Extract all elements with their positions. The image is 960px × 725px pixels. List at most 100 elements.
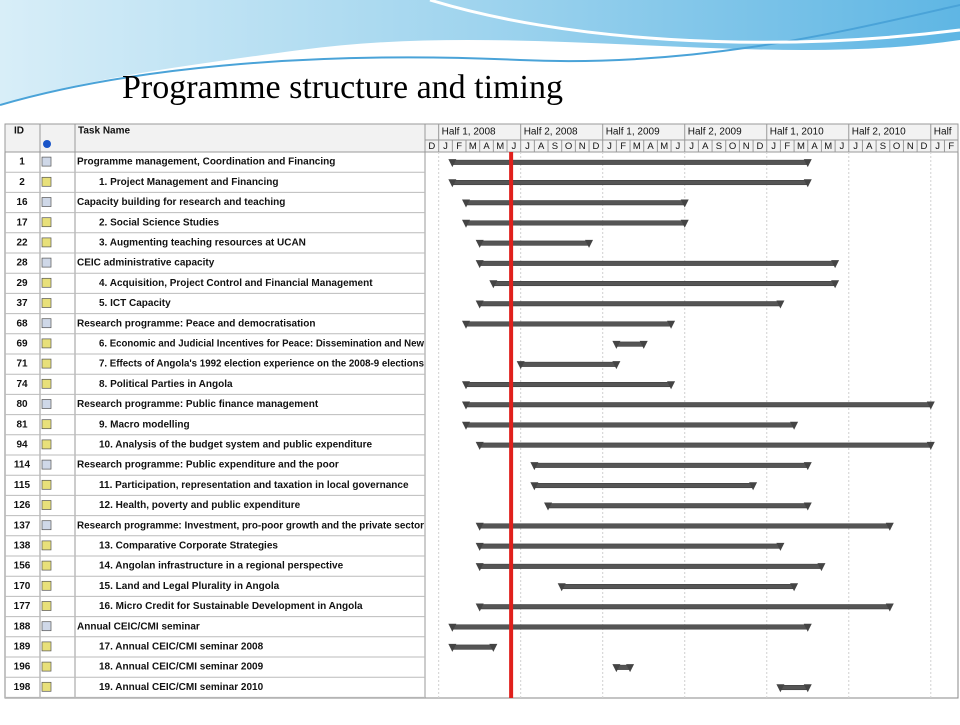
task-icon [41, 338, 52, 349]
task-bar [479, 240, 590, 246]
bar-end [749, 482, 758, 491]
bar-end [612, 340, 621, 349]
bar-end [448, 179, 457, 188]
task-id: 170 [14, 581, 31, 592]
task-bar [479, 442, 932, 448]
task-bar [520, 361, 617, 367]
bar-end [626, 664, 635, 673]
task-id: 94 [16, 440, 28, 451]
task-name: CEIC administrative capacity [77, 258, 215, 269]
bar-end [475, 542, 484, 551]
task-bar [616, 341, 644, 347]
task-bar [493, 281, 836, 287]
month-label: O [893, 141, 900, 152]
bar-end [544, 502, 553, 511]
bar-end [612, 664, 621, 673]
month-label: M [660, 141, 668, 152]
task-bar [479, 543, 781, 549]
bar-end [667, 381, 676, 390]
task-bar [534, 462, 809, 468]
task-id: 114 [14, 460, 31, 471]
bar-end [803, 159, 812, 168]
bar-end [530, 462, 539, 471]
task-bar [452, 644, 494, 650]
bar-end [817, 563, 826, 572]
task-name: 15. Land and Legal Plurality in Angola [99, 581, 280, 592]
task-icon [41, 439, 52, 450]
task-name: Research programme: Public finance manag… [77, 399, 319, 410]
task-name: 16. Micro Credit for Sustainable Develop… [99, 601, 363, 612]
task-icon [41, 560, 52, 571]
info-icon [43, 140, 51, 148]
task-id: 126 [14, 500, 31, 511]
month-label: D [428, 141, 435, 152]
month-label: D [921, 141, 928, 152]
task-bar [561, 584, 795, 590]
task-name: 19. Annual CEIC/CMI seminar 2010 [99, 682, 264, 693]
task-bar [465, 321, 672, 327]
task-icon [41, 176, 52, 187]
bar-end [462, 199, 471, 208]
task-icon [41, 197, 52, 207]
task-icon [41, 257, 52, 268]
task-name: Research programme: Investment, pro-poor… [77, 520, 424, 531]
bar-end [516, 361, 525, 370]
header-wave [0, 0, 960, 105]
month-label: J [443, 141, 448, 152]
table-header [4, 123, 426, 153]
month-label: M [797, 141, 805, 152]
task-bar [479, 563, 822, 569]
month-label: J [525, 141, 530, 152]
task-name: 3. Augmenting teaching resources at UCAN [99, 238, 306, 249]
month-label: M [633, 141, 641, 152]
month-label: D [756, 141, 763, 152]
task-bar [465, 402, 932, 408]
task-name: Programme management, Coordination and F… [77, 157, 335, 168]
month-label: J [511, 141, 516, 152]
bar-end [680, 199, 689, 208]
task-id: 137 [14, 520, 31, 531]
task-name: 1. Project Management and Financing [99, 177, 278, 188]
half-label: Half 1, 2009 [606, 127, 660, 138]
task-name: 7. Effects of Angola's 1992 election exp… [99, 359, 424, 370]
month-label: J [840, 141, 845, 152]
task-bar [452, 624, 809, 630]
month-label: N [743, 141, 750, 152]
task-name: 6. Economic and Judicial Incentives for … [99, 339, 424, 350]
task-bar [465, 382, 672, 388]
month-label: F [784, 141, 790, 152]
task-icon [41, 641, 52, 652]
bar-end [803, 179, 812, 188]
task-name: 10. Analysis of the budget system and pu… [99, 440, 372, 451]
month-label: S [552, 141, 558, 152]
half-label: Half [934, 127, 952, 138]
name-header: Task Name [78, 126, 131, 137]
task-id: 16 [16, 197, 28, 208]
task-id: 188 [14, 621, 31, 632]
task-bar [452, 159, 809, 165]
task-id: 69 [16, 339, 28, 350]
task-name: 5. ICT Capacity [99, 298, 171, 309]
task-icon [41, 479, 52, 490]
bar-end [489, 643, 498, 652]
task-icon [41, 419, 52, 430]
bar-end [803, 502, 812, 511]
task-icon [41, 318, 52, 329]
bar-end [475, 563, 484, 572]
bar-end [831, 280, 840, 289]
task-name: 14. Angolan infrastructure in a regional… [99, 561, 344, 572]
task-name: Capacity building for research and teach… [77, 197, 285, 208]
task-icon [41, 540, 52, 551]
task-id: 115 [14, 480, 31, 491]
month-label: J [853, 141, 858, 152]
task-bar [479, 604, 891, 610]
slide-title: Programme structure and timing [122, 69, 563, 106]
task-id: 198 [14, 682, 31, 693]
bar-end [475, 603, 484, 612]
task-name: Research programme: Peace and democratis… [77, 318, 315, 329]
month-label: M [469, 141, 477, 152]
task-id: 74 [16, 379, 28, 390]
task-bar [547, 503, 809, 509]
task-id: 2 [19, 177, 25, 188]
